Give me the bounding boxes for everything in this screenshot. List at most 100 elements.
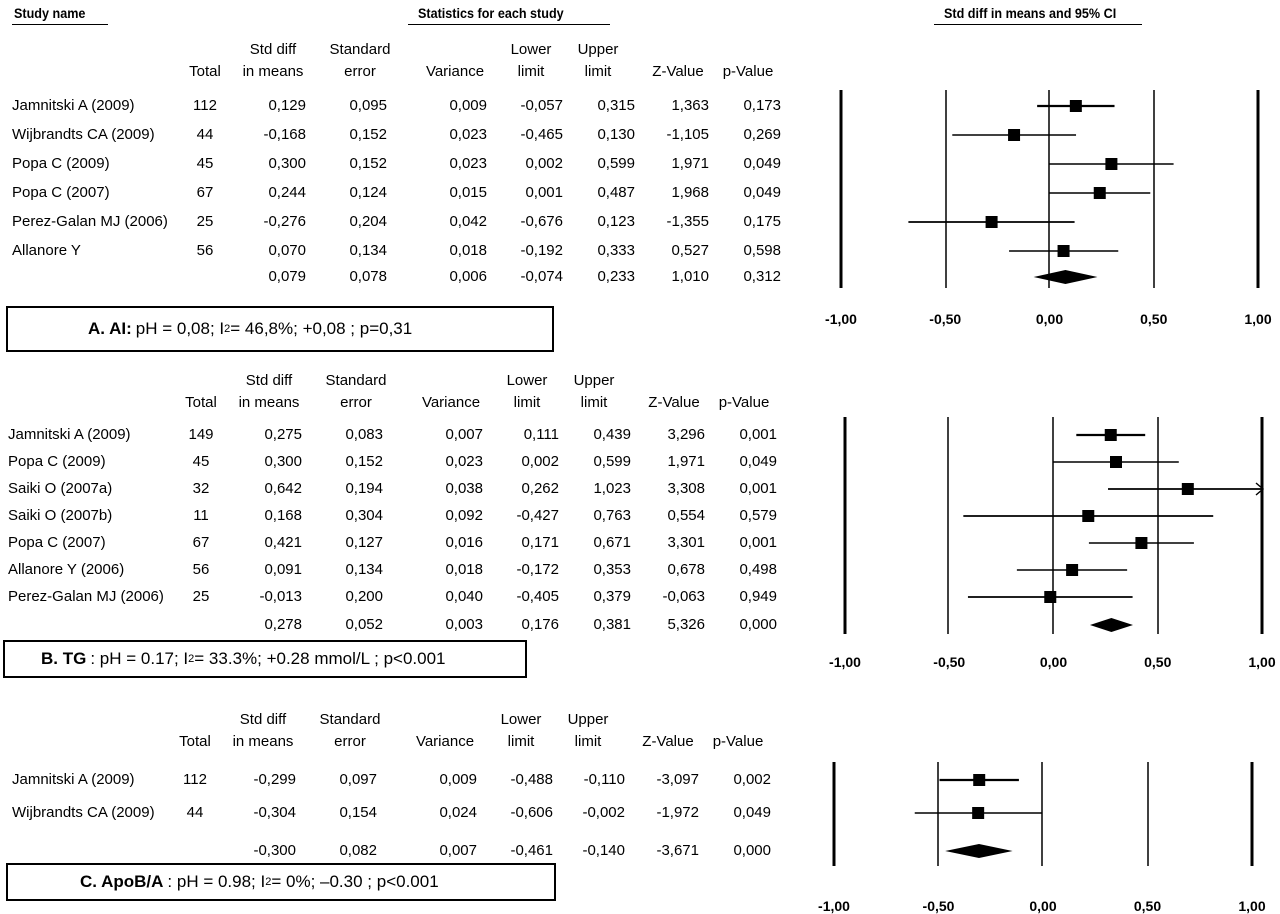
column-header-line2: limit xyxy=(513,394,541,411)
table-cell-se: 0,134 xyxy=(345,561,383,578)
table-cell-smd: 0,091 xyxy=(264,561,302,578)
table-cell-upper: 0,123 xyxy=(597,213,635,230)
axis-tick-label: -0,50 xyxy=(933,654,966,670)
pooled-cell-z: 1,010 xyxy=(671,268,709,285)
column-header-line2: limit xyxy=(507,733,535,750)
table-cell-total: 25 xyxy=(192,588,210,605)
axis-tick-label: 1,00 xyxy=(1238,898,1266,914)
table-cell-z: 1,968 xyxy=(671,184,709,201)
table-cell-se: 0,127 xyxy=(345,534,383,551)
table-cell-var: 0,023 xyxy=(445,453,483,470)
table-cell-upper: 0,763 xyxy=(593,507,631,524)
point-estimate-square xyxy=(1104,429,1117,441)
column-header-line1: Upper xyxy=(567,711,609,728)
column-header-line1: Lower xyxy=(510,41,552,58)
table-cell-p: 0,269 xyxy=(743,126,781,143)
table-cell-lower: -0,676 xyxy=(520,213,563,230)
table-cell-p: 0,001 xyxy=(739,534,777,551)
table-cell-var: 0,018 xyxy=(449,242,487,259)
table-cell-z: -3,097 xyxy=(656,771,699,788)
column-header-line2: error xyxy=(344,63,376,80)
study-name: Saiki O (2007a) xyxy=(8,480,113,497)
study-name: Jamnitski A (2009) xyxy=(12,771,135,788)
study-name: Popa C (2009) xyxy=(12,155,110,172)
table-cell-var: 0,040 xyxy=(445,588,483,605)
axis-tick-label: 1,00 xyxy=(1244,311,1272,327)
column-header-line2: limit xyxy=(584,63,612,80)
summary-label: A. AI: xyxy=(88,319,132,338)
pooled-cell-var: 0,006 xyxy=(449,268,487,285)
table-cell-var: 0,092 xyxy=(445,507,483,524)
table-cell-lower: -0,192 xyxy=(520,242,563,259)
study-name: Allanore Y xyxy=(12,242,81,259)
table-cell-smd: -0,299 xyxy=(253,771,296,788)
table-cell-z: 1,971 xyxy=(667,453,705,470)
table-cell-se: 0,097 xyxy=(339,771,377,788)
table-cell-total: 149 xyxy=(188,426,214,443)
column-header-line2: in means xyxy=(232,733,294,750)
table-cell-z: 0,554 xyxy=(667,507,705,524)
table-cell-se: 0,304 xyxy=(345,507,383,524)
table-cell-upper: 0,353 xyxy=(593,561,631,578)
pooled-cell-lower: -0,461 xyxy=(510,842,553,859)
table-cell-var: 0,009 xyxy=(449,97,487,114)
table-cell-total: 67 xyxy=(196,184,214,201)
table-cell-total: 45 xyxy=(196,155,214,172)
axis-tick-label: 0,50 xyxy=(1133,898,1162,914)
point-estimate-square xyxy=(1110,456,1122,468)
table-cell-z: -1,105 xyxy=(666,126,709,143)
table-cell-upper: -0,110 xyxy=(583,771,625,788)
table-cell-lower: 0,111 xyxy=(523,426,559,443)
pooled-cell-lower: -0,074 xyxy=(520,268,563,285)
point-estimate-square xyxy=(1105,158,1118,170)
table-cell-se: 0,204 xyxy=(349,213,387,230)
pooled-cell-lower: 0,176 xyxy=(521,616,559,633)
pooled-cell-smd: 0,278 xyxy=(264,616,302,633)
table-cell-var: 0,038 xyxy=(445,480,483,497)
pooled-cell-z: -3,671 xyxy=(656,842,699,859)
table-cell-se: 0,152 xyxy=(349,126,387,143)
pooled-cell-upper: 0,233 xyxy=(597,268,635,285)
forest-underline xyxy=(934,24,1142,25)
table-cell-p: 0,049 xyxy=(743,155,781,172)
table-cell-var: 0,018 xyxy=(445,561,483,578)
axis-tick-label: 0,50 xyxy=(1144,654,1172,670)
table-cell-smd: 0,300 xyxy=(264,453,302,470)
study-name: Perez-Galan MJ (2006) xyxy=(8,588,164,605)
table-cell-z: -1,972 xyxy=(656,804,699,821)
column-header-line1: Upper xyxy=(577,41,619,58)
table-cell-total: 112 xyxy=(193,97,217,114)
table-cell-se: 0,194 xyxy=(345,480,383,497)
table-cell-total: 44 xyxy=(186,804,204,821)
column-header-line1: Lower xyxy=(506,372,548,389)
table-cell-se: 0,200 xyxy=(345,588,383,605)
table-cell-smd: 0,275 xyxy=(264,426,302,443)
point-estimate-square xyxy=(1066,564,1079,576)
column-header-line1: Upper xyxy=(573,372,615,389)
table-cell-upper: 0,487 xyxy=(597,184,635,201)
table-cell-total: 11 xyxy=(193,507,209,524)
table-cell-lower: -0,172 xyxy=(516,561,559,578)
table-cell-se: 0,095 xyxy=(349,97,387,114)
table-cell-lower: -0,427 xyxy=(516,507,559,524)
table-cell-p: 0,049 xyxy=(739,453,777,470)
column-header-line2: error xyxy=(340,394,372,411)
pooled-cell-se: 0,082 xyxy=(339,842,377,859)
pooled-cell-p: 0,312 xyxy=(743,268,781,285)
point-estimate-square xyxy=(1181,483,1194,495)
pooled-cell-var: 0,007 xyxy=(439,842,477,859)
pooled-cell-var: 0,003 xyxy=(445,616,483,633)
pooled-cell-smd: -0,300 xyxy=(253,842,296,859)
table-cell-z: -0,063 xyxy=(662,588,705,605)
table-cell-p: 0,598 xyxy=(743,242,781,259)
table-cell-se: 0,134 xyxy=(349,242,387,259)
summary-label: B. TG xyxy=(41,649,87,668)
table-cell-var: 0,015 xyxy=(449,184,487,201)
summary-text: : pH = 0.98; I xyxy=(167,872,266,891)
axis-tick-label: -1,00 xyxy=(818,898,850,914)
table-cell-total: 112 xyxy=(183,771,207,788)
summary-text: : pH = 0.17; I xyxy=(90,649,189,668)
table-cell-lower: 0,002 xyxy=(521,453,559,470)
